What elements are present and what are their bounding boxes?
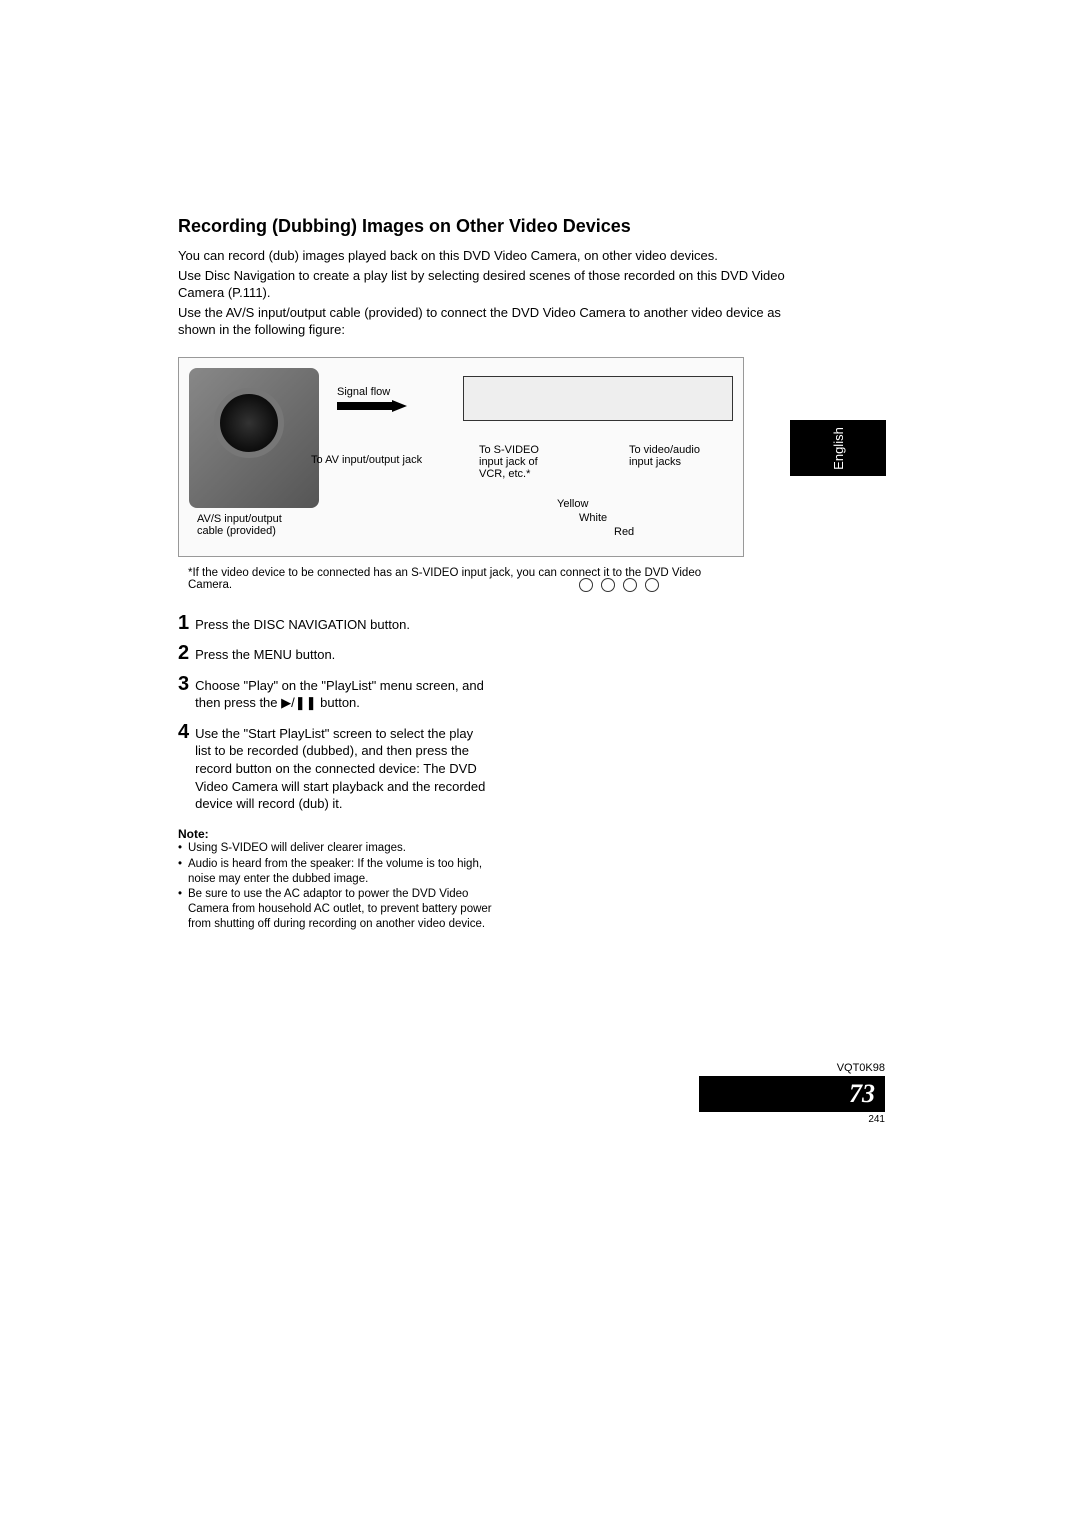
step-text: Choose "Play" on the "PlayList" menu scr… <box>195 674 488 712</box>
page-content: Recording (Dubbing) Images on Other Vide… <box>178 216 788 933</box>
vcr-port-icon <box>601 578 615 592</box>
diagram-label-red: Red <box>614 526 634 538</box>
diagram-label-vajacks: To video/audio input jacks <box>629 444 719 468</box>
diagram-label-cable: AV/S input/output cable (provided) <box>197 513 307 537</box>
step-number: 4 <box>178 722 189 742</box>
step-number: 2 <box>178 643 189 663</box>
language-tab: English <box>790 420 886 476</box>
diagram-label-svideo: To S-VIDEO input jack of VCR, etc.* <box>479 444 559 480</box>
step-text: Press the MENU button. <box>195 643 335 664</box>
connection-diagram: Signal flow To AV input/output jack AV/S… <box>178 357 744 557</box>
step-3: 3 Choose "Play" on the "PlayList" menu s… <box>178 674 488 712</box>
diagram-label-white: White <box>579 512 607 524</box>
step-1: 1 Press the DISC NAVIGATION button. <box>178 613 488 634</box>
note-item: Using S-VIDEO will deliver clearer image… <box>178 841 498 856</box>
step-number: 3 <box>178 674 189 694</box>
vcr-icon <box>463 376 733 421</box>
vcr-port-icon <box>645 578 659 592</box>
note-list: Using S-VIDEO will deliver clearer image… <box>178 841 498 933</box>
intro-line-1: You can record (dub) images played back … <box>178 247 788 265</box>
page-footer: VQT0K98 73 241 <box>699 1062 885 1125</box>
arrow-icon <box>337 400 407 412</box>
sub-page-number: 241 <box>699 1114 885 1125</box>
intro-line-2: Use Disc Navigation to create a play lis… <box>178 267 788 302</box>
camera-icon <box>189 368 319 508</box>
diagram-label-avjack: To AV input/output jack <box>311 454 422 466</box>
diagram-footnote: *If the video device to be connected has… <box>188 567 748 591</box>
language-tab-label: English <box>830 427 845 470</box>
diagram-label-yellow: Yellow <box>557 498 588 510</box>
step-2: 2 Press the MENU button. <box>178 643 488 664</box>
doc-code: VQT0K98 <box>699 1062 885 1074</box>
diagram-label-signal: Signal flow <box>337 386 390 398</box>
step-4: 4 Use the "Start PlayList" screen to sel… <box>178 722 488 813</box>
steps-list: 1 Press the DISC NAVIGATION button. 2 Pr… <box>178 613 488 813</box>
note-item: Be sure to use the AC adaptor to power t… <box>178 887 498 932</box>
section-heading: Recording (Dubbing) Images on Other Vide… <box>178 216 788 237</box>
note-heading: Note: <box>178 827 788 841</box>
step-text: Use the "Start PlayList" screen to selec… <box>195 722 488 813</box>
intro-line-3: Use the AV/S input/output cable (provide… <box>178 304 788 339</box>
camera-lens-icon <box>214 388 284 458</box>
vcr-port-icon <box>579 578 593 592</box>
page-number-box: 73 <box>699 1076 885 1112</box>
note-item: Audio is heard from the speaker: If the … <box>178 857 498 887</box>
step-text: Press the DISC NAVIGATION button. <box>195 613 410 634</box>
vcr-port-icon <box>623 578 637 592</box>
page-number: 73 <box>849 1079 875 1109</box>
step-number: 1 <box>178 613 189 633</box>
